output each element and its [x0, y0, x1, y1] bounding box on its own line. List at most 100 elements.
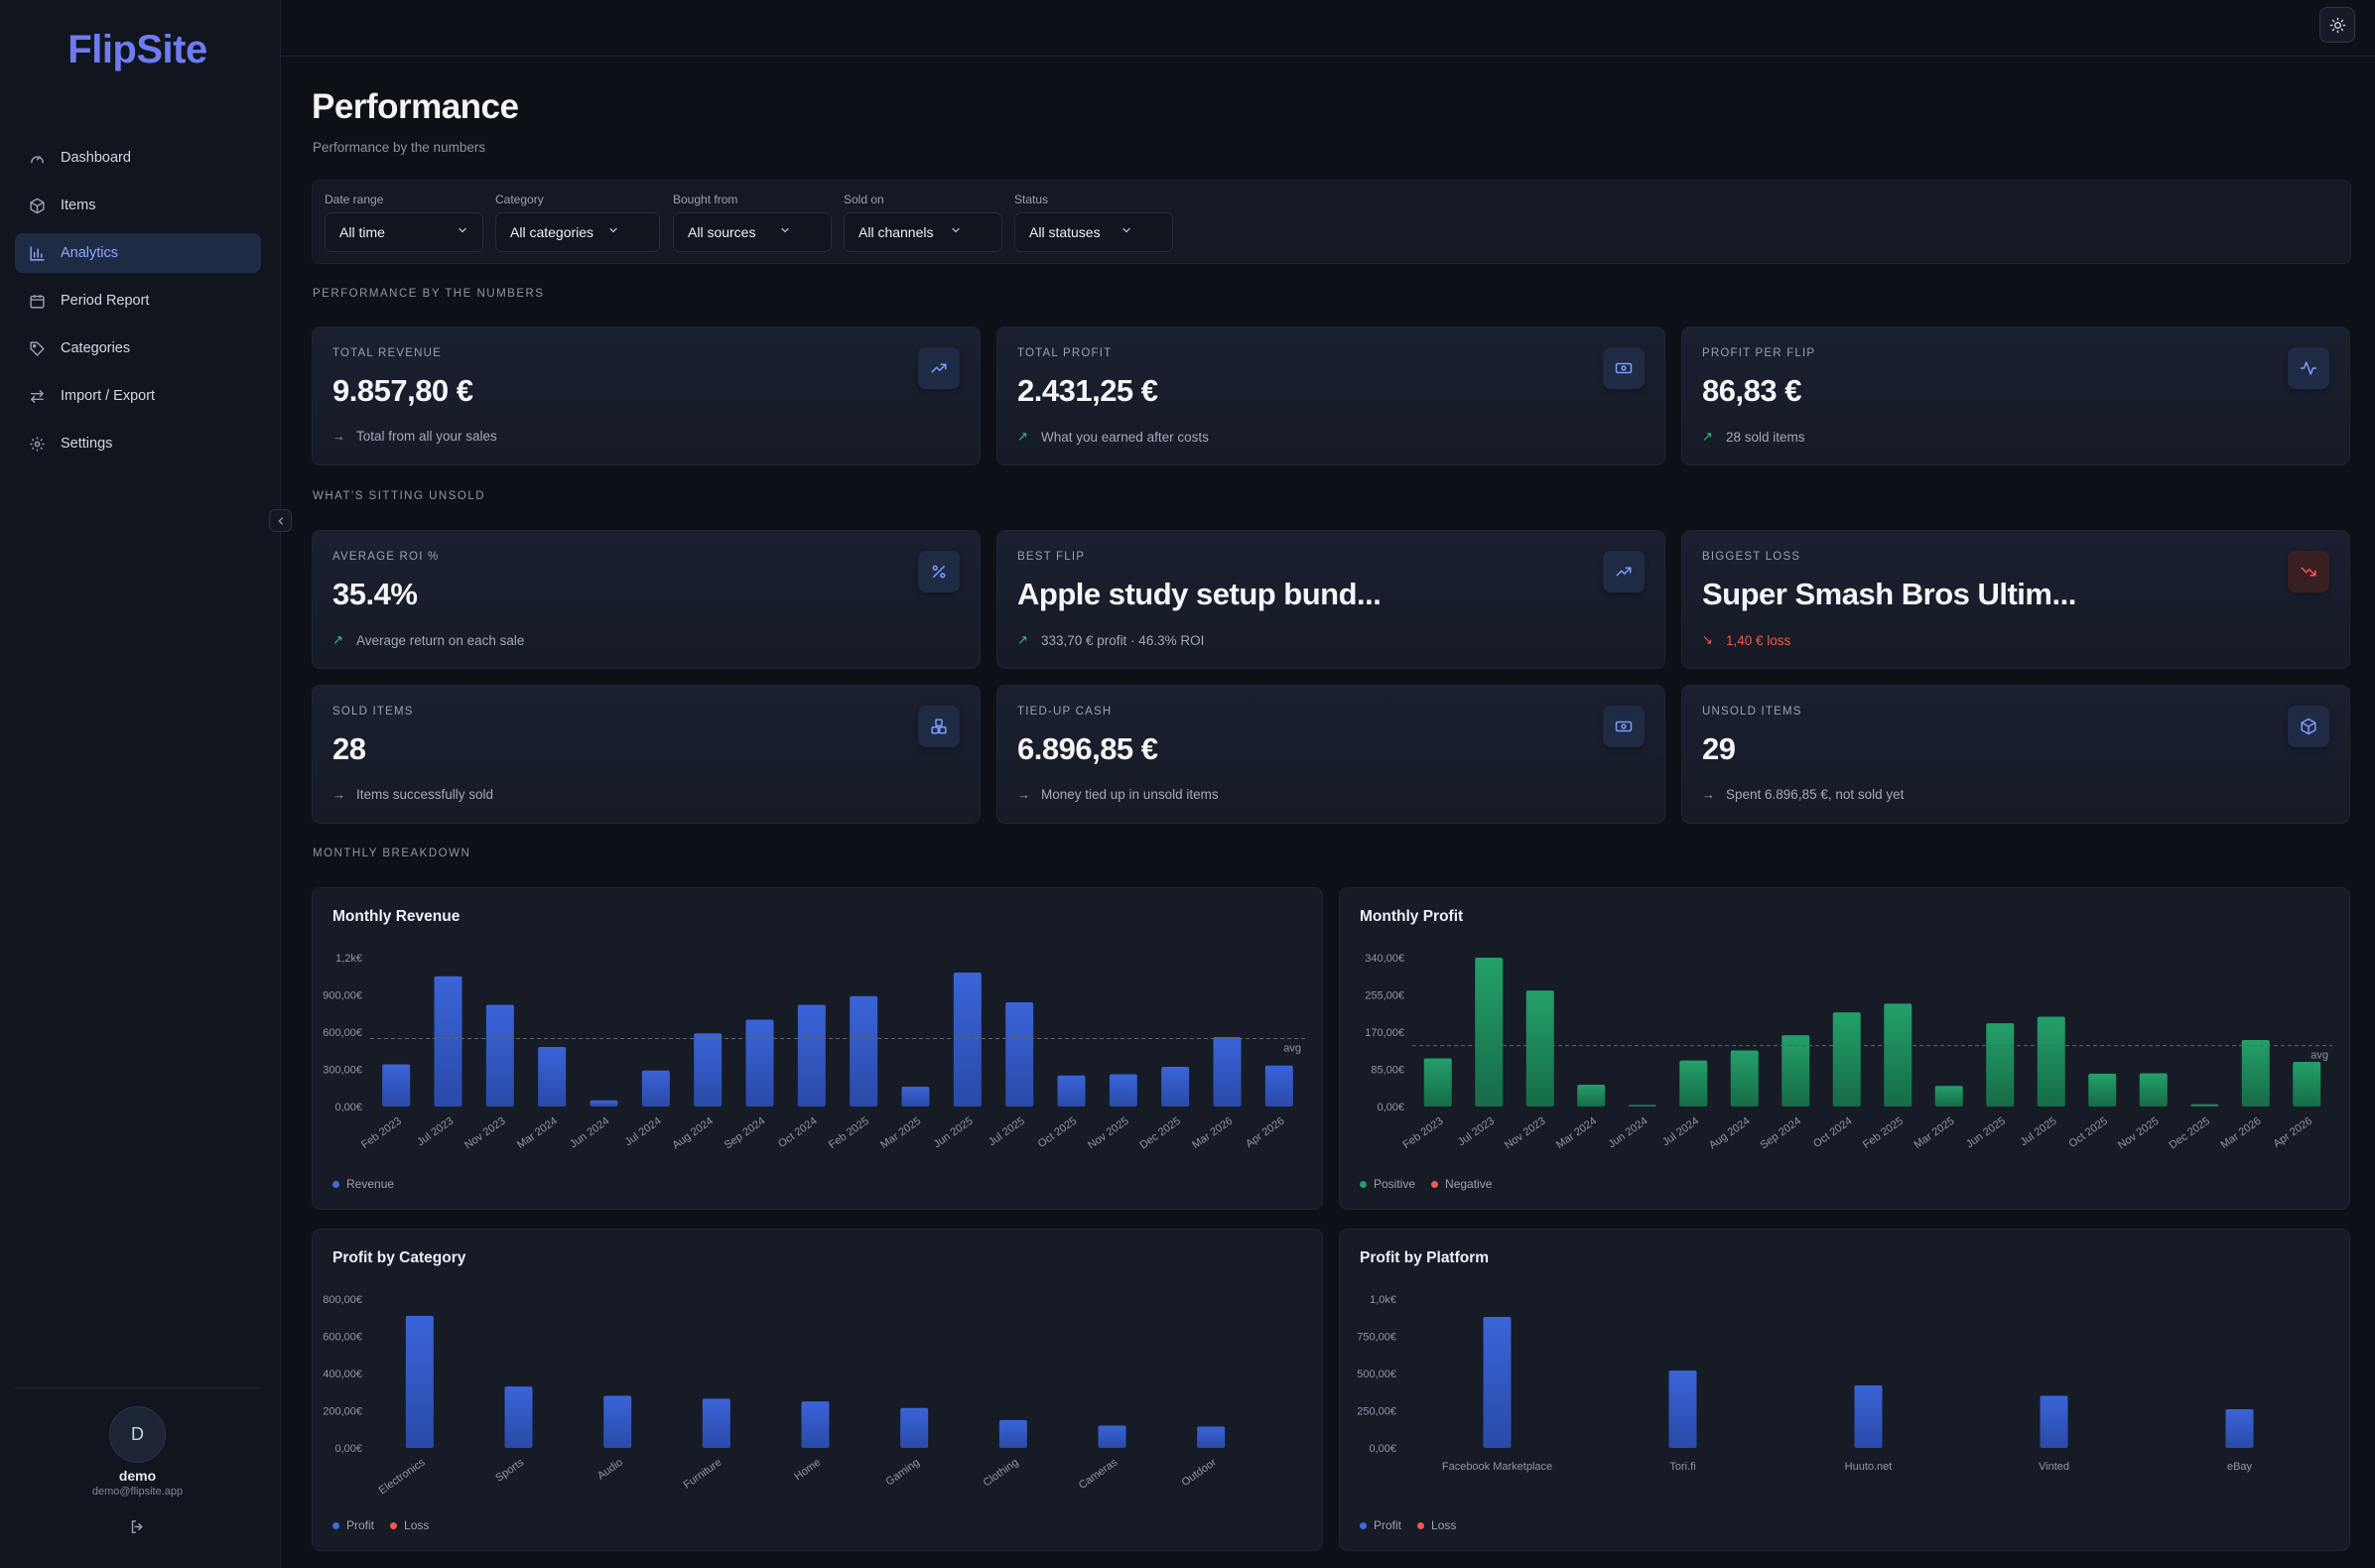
bar[interactable]: [1934, 1086, 1963, 1107]
bar[interactable]: [1098, 1425, 1126, 1449]
bar[interactable]: [2139, 1073, 2168, 1107]
legend-item-revenue[interactable]: Revenue: [332, 1177, 394, 1191]
category-select[interactable]: All categories: [495, 212, 660, 252]
bar[interactable]: [1628, 1105, 1656, 1108]
sidebar-item-period-report[interactable]: Period Report: [15, 281, 261, 321]
date-range-select[interactable]: All time: [325, 212, 483, 252]
card-value: Apple study setup bund...: [1017, 577, 1382, 611]
arrow-right-icon: →: [332, 429, 345, 444]
x-tick-label: Oct 2025: [2067, 1115, 2110, 1150]
card-label: BIGGEST LOSS: [1702, 551, 1801, 563]
bar[interactable]: [538, 1047, 567, 1107]
bar[interactable]: [1854, 1385, 1883, 1448]
bar[interactable]: [2225, 1409, 2254, 1448]
bar[interactable]: [797, 1004, 826, 1108]
legend-dot: [390, 1521, 398, 1529]
bar[interactable]: [850, 995, 878, 1107]
section-label-monthly: MONTHLY BREAKDOWN: [313, 848, 471, 859]
bar[interactable]: [1197, 1426, 1226, 1448]
bar[interactable]: [382, 1064, 411, 1108]
collapse-sidebar-button[interactable]: [269, 509, 292, 532]
y-tick-label: 0,00€: [1369, 1443, 1396, 1455]
sold-on-select[interactable]: All channels: [844, 212, 1002, 252]
bar[interactable]: [694, 1033, 723, 1107]
legend-item-negative[interactable]: Negative: [1431, 1177, 1492, 1191]
bar[interactable]: [1423, 1058, 1452, 1107]
bar[interactable]: [2241, 1039, 2270, 1107]
bar[interactable]: [434, 976, 462, 1107]
x-tick-label: Nov 2025: [2116, 1115, 2161, 1152]
y-tick-label: 0,00€: [334, 1443, 362, 1455]
bar[interactable]: [504, 1386, 533, 1448]
bar[interactable]: [1577, 1084, 1606, 1107]
bar[interactable]: [745, 1019, 774, 1108]
bar[interactable]: [590, 1100, 618, 1107]
legend-item-positive[interactable]: Positive: [1360, 1177, 1415, 1191]
bar[interactable]: [1161, 1067, 1190, 1107]
bar[interactable]: [901, 1087, 930, 1107]
bar[interactable]: [1986, 1023, 2015, 1107]
sidebar-item-import-export[interactable]: Import / Export: [15, 376, 261, 416]
x-tick-label: Feb 2023: [1401, 1115, 1446, 1151]
x-tick-label: Aug 2024: [1707, 1115, 1752, 1152]
sidebar-item-dashboard[interactable]: Dashboard: [15, 138, 261, 178]
bar[interactable]: [1483, 1317, 1512, 1448]
y-tick-label: 400,00€: [323, 1369, 362, 1380]
bar[interactable]: [2190, 1104, 2219, 1107]
bar[interactable]: [998, 1419, 1027, 1448]
stat-card-biggest-loss: BIGGEST LOSS Super Smash Bros Ultim... ↘…: [1681, 530, 2350, 669]
bar[interactable]: [801, 1401, 830, 1448]
bar[interactable]: [2040, 1395, 2068, 1449]
bar[interactable]: [1884, 1003, 1913, 1107]
sidebar-item-analytics[interactable]: Analytics: [15, 233, 261, 273]
y-tick-label: 255,00€: [1365, 990, 1404, 1002]
filter-label: Sold on: [844, 193, 884, 206]
legend-item-loss[interactable]: Loss: [390, 1518, 429, 1532]
avatar[interactable]: D: [109, 1406, 166, 1463]
card-subtext: → Spent 6.896,85 €, not sold yet: [1702, 787, 1904, 802]
bar[interactable]: [1730, 1050, 1759, 1107]
bar[interactable]: [1668, 1371, 1697, 1448]
x-tick-label: Mar 2024: [515, 1115, 560, 1151]
x-tick-label: Furniture: [682, 1457, 725, 1492]
x-tick-label: Jul 2025: [987, 1115, 1027, 1149]
logout-icon[interactable]: [126, 1515, 148, 1537]
theme-toggle-button[interactable]: [2319, 7, 2355, 43]
status-select[interactable]: All statuses: [1014, 212, 1173, 252]
bar[interactable]: [485, 1004, 514, 1108]
chevron-down-icon: [950, 224, 962, 239]
sidebar-item-categories[interactable]: Categories: [15, 328, 261, 368]
sidebar-item-settings[interactable]: Settings: [15, 424, 261, 463]
bar[interactable]: [2088, 1073, 2117, 1107]
chart-legend: Positive Negative: [1360, 1177, 1508, 1191]
bar[interactable]: [702, 1398, 730, 1448]
sidebar-item-items[interactable]: Items: [15, 186, 261, 225]
legend-item-loss[interactable]: Loss: [1417, 1518, 1456, 1532]
bar[interactable]: [1679, 1060, 1708, 1107]
x-tick-label: Sports: [493, 1456, 526, 1484]
x-tick-label: Oct 2025: [1036, 1115, 1079, 1150]
bar[interactable]: [2037, 1016, 2065, 1107]
bar[interactable]: [1057, 1075, 1086, 1107]
bought-from-select[interactable]: All sources: [673, 212, 832, 252]
bar[interactable]: [2293, 1062, 2321, 1107]
bar[interactable]: [1109, 1074, 1137, 1108]
bar[interactable]: [1525, 990, 1554, 1107]
bar[interactable]: [1264, 1065, 1293, 1107]
legend-item-profit[interactable]: Profit: [332, 1518, 374, 1532]
x-tick-label: Feb 2025: [1861, 1115, 1906, 1151]
bar[interactable]: [900, 1407, 929, 1448]
bar[interactable]: [1832, 1012, 1861, 1107]
bar[interactable]: [405, 1315, 434, 1448]
bar[interactable]: [1213, 1037, 1242, 1107]
legend-item-profit[interactable]: Profit: [1360, 1518, 1401, 1532]
card-subtext: → Money tied up in unsold items: [1017, 787, 1219, 802]
bar[interactable]: [1005, 1002, 1034, 1107]
bar[interactable]: [1781, 1035, 1810, 1107]
bar[interactable]: [953, 973, 982, 1107]
bar[interactable]: [1475, 958, 1504, 1107]
bar[interactable]: [641, 1070, 670, 1107]
bar[interactable]: [603, 1395, 632, 1449]
app-logo[interactable]: FlipSite: [67, 28, 207, 71]
x-tick-label: Jun 2024: [568, 1115, 611, 1151]
